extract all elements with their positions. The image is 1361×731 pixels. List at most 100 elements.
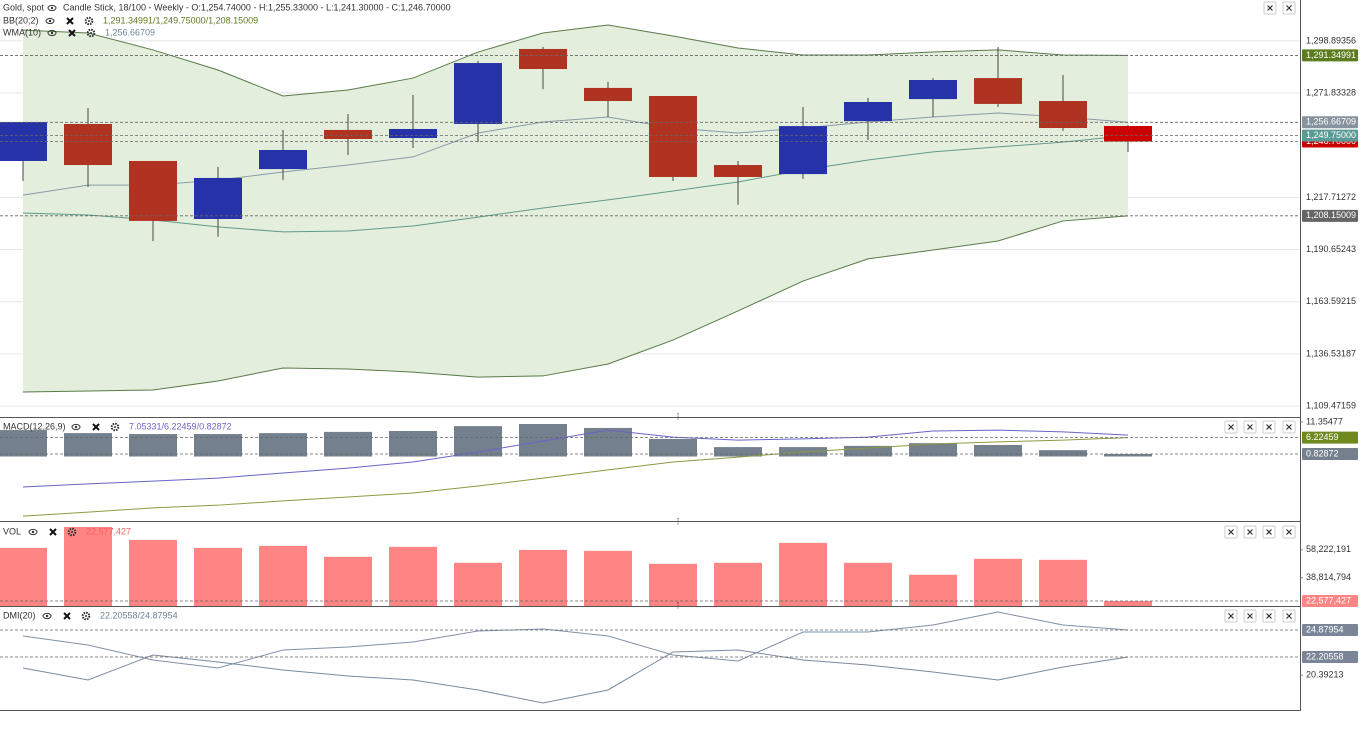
price-box [1302,116,1358,129]
line-series [22,611,1129,669]
price-box [1302,129,1358,142]
panel-subtitle: Candle Stick, 18/100 - Weekly - O:1,254.… [63,2,451,12]
candle-body [974,78,1022,104]
y-tick-label: 38,814,794 [1306,572,1351,582]
gear-icon[interactable] [81,611,91,621]
panel-legend: 22.20558/24.87954 [100,610,178,620]
bar [389,546,437,606]
gear-outer [67,527,77,537]
eye-pupil [50,31,54,35]
eye-icon[interactable] [45,17,55,25]
bar [64,526,112,606]
y-tick-label: 20.39213 [1306,670,1344,680]
panel-legend: 22,577,427 [86,526,131,536]
gear-icon[interactable] [84,16,94,26]
bar [909,443,957,457]
bar [1039,559,1087,606]
price-box [1302,595,1358,608]
candle-body [844,101,892,122]
gear-outer [86,28,96,38]
panel-button-glyph [1228,613,1234,619]
eye-outline [45,17,55,25]
gear-icon[interactable] [110,422,120,432]
resize-handle: ⁞ [677,516,680,526]
bar [64,433,112,457]
panel-title: Gold, spot [3,2,45,12]
y-tick-label: 1,271.83328 [1306,87,1356,97]
eye-icon[interactable] [28,528,38,536]
y-tick-label: 1,298.89356 [1306,35,1356,45]
bar [974,444,1022,457]
close-icon[interactable] [49,528,57,536]
eye-icon[interactable] [47,4,57,12]
gear-hub [90,32,92,34]
eye-pupil [45,614,49,618]
bar [194,547,242,606]
eye-pupil [48,19,52,23]
candle-body [454,63,502,124]
overlay-legend: 1,291.34991/1,249.75000/1,208.15009 [103,15,258,25]
gear-outer [84,16,94,26]
close-glyph [66,17,74,25]
candle-body [259,149,307,170]
price-box-label: 1,291.34991 [1306,50,1356,60]
panel-button-glyph [1247,613,1253,619]
eye-icon[interactable] [47,29,57,37]
panel-legend: 7.05331/6.22459/0.82872 [129,421,232,431]
close-glyph [92,423,100,431]
gear-hub [71,531,73,533]
band-fill [23,25,1128,392]
panel-title: VOL [3,526,21,536]
candle-body [194,177,242,220]
eye-pupil [50,6,54,10]
bar [1039,450,1087,457]
axis-layer: 1,109.47159 1,136.53187 1,163.59215 1,190.6… [0,0,1358,711]
candle-body [389,128,437,139]
candle-body [519,48,567,70]
eye-icon[interactable] [42,612,52,620]
y-tick-label: 58,222,191 [1306,544,1351,554]
price-box-label: 1,249.75000 [1306,130,1356,140]
panel-button-glyph [1266,424,1272,430]
bar [519,423,567,457]
close-glyph [63,612,71,620]
resize-handle: ⁞ [677,411,680,421]
y-tick-label: 1,109.47159 [1306,400,1356,410]
price-box-label: 22.20558 [1306,651,1344,661]
gear-outer [110,422,120,432]
panel-title: DMI(20) [3,610,36,620]
y-tick-label: 1,163.59215 [1306,296,1356,306]
price-box-label: 1,256.66709 [1306,117,1356,127]
eye-outline [28,528,38,536]
price-box-label: 6.22459 [1306,432,1339,442]
close-icon[interactable] [63,612,71,620]
bar [649,438,697,457]
bar [714,562,762,606]
panel-button-glyph [1247,424,1253,430]
close-icon[interactable] [92,423,100,431]
bar [454,562,502,606]
bar [129,539,177,606]
bar [844,445,892,457]
close-icon[interactable] [66,17,74,25]
line-series [22,437,1129,517]
eye-pupil [74,425,78,429]
panel-button-glyph [1228,424,1234,430]
y-tick-label: 11.35477 [1306,416,1343,426]
bar [389,430,437,457]
bar [649,563,697,606]
bar [1104,601,1152,606]
eye-outline [42,612,52,620]
close-icon[interactable] [68,29,76,37]
gear-hub [114,426,116,428]
eye-icon[interactable] [71,423,81,431]
gear-hub [85,615,87,617]
gear-icon[interactable] [86,28,96,38]
panel-button-glyph [1286,5,1292,11]
gear-icon[interactable] [67,527,77,537]
eye-outline [47,4,57,12]
panel-button-glyph [1266,613,1272,619]
plot-layer [0,24,1300,704]
y-tick-label: 1,190.65243 [1306,244,1356,254]
